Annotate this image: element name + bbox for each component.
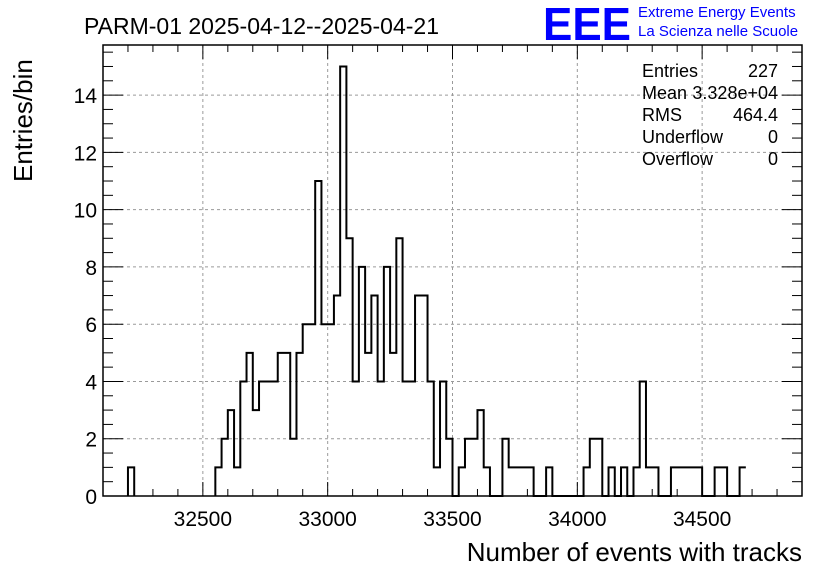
stat-label: Overflow — [642, 149, 714, 169]
stat-value: 227 — [748, 61, 778, 81]
y-tick-label: 6 — [85, 314, 97, 337]
chart-title: PARM-01 2025-04-12--2025-04-21 — [84, 13, 439, 39]
x-tick-label: 33500 — [423, 508, 481, 531]
x-tick-label: 32500 — [174, 508, 232, 531]
x-tick-label: 33000 — [298, 508, 356, 531]
y-axis-label: Entries/bin — [8, 59, 38, 182]
stat-value: 464.4 — [733, 105, 778, 125]
stat-label: Mean — [642, 83, 687, 103]
y-tick-label: 2 — [85, 429, 97, 452]
stats-box: Entries 227 Mean 3.328e+04 RMS 464.4 Underflow… — [642, 61, 778, 169]
stat-value: 3.328e+04 — [692, 83, 778, 103]
stat-label: RMS — [642, 105, 682, 125]
x-tick-label: 34000 — [548, 508, 606, 531]
stat-value: 0 — [768, 149, 778, 169]
eee-caption: Extreme Energy Events La Scienza nelle S… — [638, 3, 798, 41]
x-tick-labels: 32500 33000 33500 34000 34500 — [174, 508, 732, 531]
eee-logo-text: EEE — [543, 0, 631, 44]
y-tick-label: 12 — [74, 142, 97, 165]
stat-label: Underflow — [642, 127, 724, 147]
x-axis-label: Number of events with tracks — [467, 537, 802, 567]
y-tick-label: 4 — [85, 371, 97, 394]
histogram-line — [126, 65, 746, 497]
y-tick-label: 8 — [85, 257, 97, 280]
eee-logo: EEE — [543, 0, 633, 50]
y-tick-label: 0 — [85, 486, 97, 509]
x-tick-label: 34500 — [673, 508, 731, 531]
eee-caption-line2: La Scienza nelle Scuole — [638, 23, 799, 40]
eee-caption-line1: Extreme Energy Events — [638, 4, 796, 21]
y-tick-label: 10 — [74, 200, 97, 223]
stat-label: Entries — [642, 61, 698, 81]
stat-value: 0 — [768, 127, 778, 147]
y-tick-label: 14 — [74, 85, 98, 108]
y-tick-labels: 0 2 4 6 8 10 12 14 — [74, 85, 98, 509]
grid-lines — [103, 45, 802, 496]
axis-ticks — [102, 45, 803, 497]
